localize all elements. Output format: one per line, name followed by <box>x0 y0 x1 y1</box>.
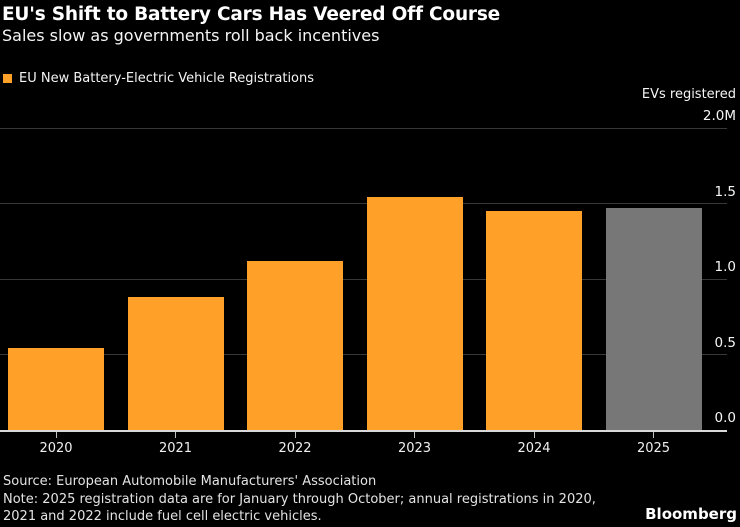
legend: EU New Battery-Electric Vehicle Registra… <box>3 71 314 86</box>
gridline-1.5 <box>0 203 727 204</box>
bar-2024 <box>486 211 582 430</box>
note-line-2: 2021 and 2022 include fuel cell electric… <box>3 509 322 524</box>
x-tick-label-2024: 2024 <box>517 441 551 456</box>
source-line: Source: European Automobile Manufacturer… <box>3 474 377 489</box>
chart-title: EU's Shift to Battery Cars Has Veered Of… <box>2 4 500 25</box>
gridline-2.0M <box>0 127 727 129</box>
x-tick-2024 <box>533 432 535 438</box>
y-tick-label-1.0: 1.0 <box>714 259 736 275</box>
bar-2022 <box>247 260 343 430</box>
x-tick-label-2022: 2022 <box>278 441 312 456</box>
bar-2023 <box>366 197 463 430</box>
note-line-1: Note: 2025 registration data are for Jan… <box>3 491 596 507</box>
footer-notes: Source: European Automobile Manufacturer… <box>3 473 596 526</box>
legend-label: EU New Battery-Electric Vehicle Registra… <box>19 71 315 86</box>
x-tick-label-2023: 2023 <box>397 441 432 456</box>
bar-2020 <box>8 348 104 430</box>
x-tick-2023 <box>414 432 415 438</box>
y-tick-label-1.5: 1.5 <box>714 183 736 200</box>
y-tick-label-0.0: 0.0 <box>714 410 736 426</box>
x-tick-2021 <box>175 432 176 438</box>
x-tick-2020 <box>55 432 57 438</box>
chart-subtitle: Sales slow as governments roll back ince… <box>2 26 380 45</box>
bar-2021 <box>127 297 224 430</box>
x-tick-2022 <box>294 432 296 438</box>
x-tick-label-2021: 2021 <box>158 441 193 456</box>
y-tick-label-0.5: 0.5 <box>714 334 736 351</box>
y-tick-label-2.0M: 2.0M <box>702 108 736 124</box>
gridline-0.5 <box>0 354 727 355</box>
x-tick-2025 <box>653 432 654 438</box>
bloomberg-logo: Bloomberg <box>645 505 737 523</box>
x-tick-label-2025: 2025 <box>636 441 671 456</box>
bar-2025 <box>605 208 702 430</box>
gridline-1.0 <box>0 278 727 280</box>
legend-swatch-icon <box>3 74 12 83</box>
x-tick-label-2020: 2020 <box>39 441 73 456</box>
y-axis-unit-label: EVs registered <box>641 87 736 102</box>
x-axis-line <box>0 430 727 432</box>
